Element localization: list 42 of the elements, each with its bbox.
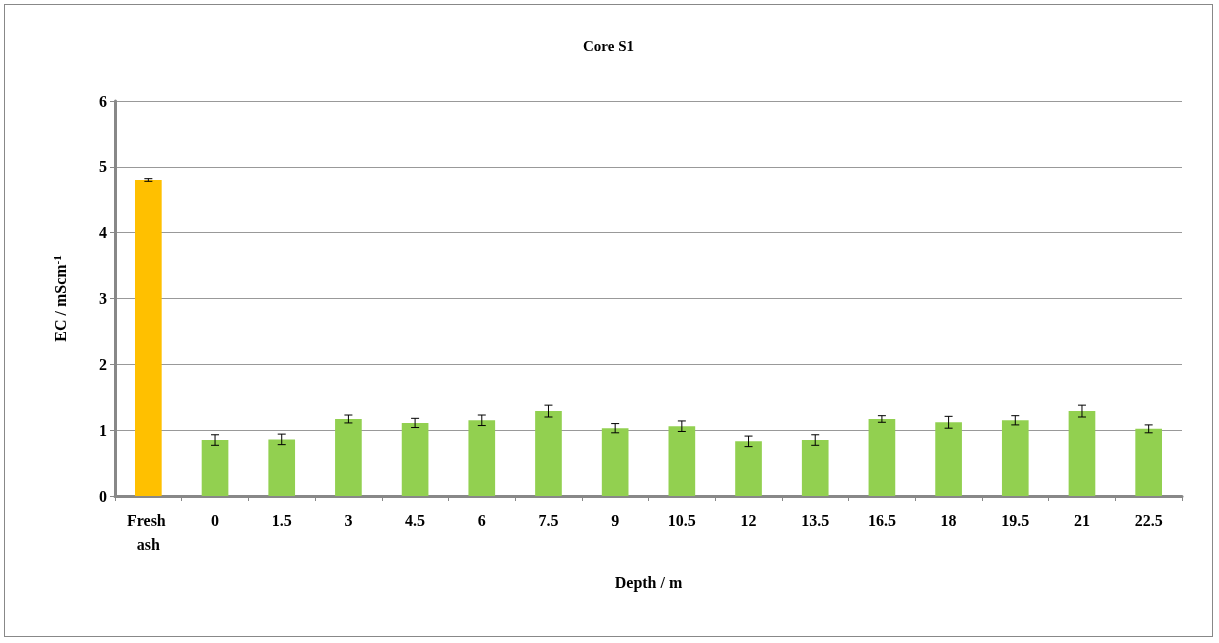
x-tick-label: 6 bbox=[477, 511, 486, 529]
bar bbox=[735, 441, 762, 496]
x-tick-label: 7.5 bbox=[538, 511, 559, 529]
chart-title: Core S1 bbox=[583, 37, 634, 54]
x-axis-title: Depth / m bbox=[614, 573, 683, 592]
x-tick-label: 10.5 bbox=[667, 511, 696, 529]
bar bbox=[201, 440, 229, 496]
bar bbox=[535, 411, 562, 496]
x-tick-label: 1.5 bbox=[271, 511, 292, 529]
bar bbox=[1135, 428, 1162, 496]
x-tick-label: 18 bbox=[940, 511, 957, 529]
x-tick-label: 13.5 bbox=[801, 511, 830, 529]
x-tick-label: 19.5 bbox=[1001, 511, 1030, 529]
bar bbox=[935, 422, 962, 496]
bar bbox=[268, 439, 296, 496]
y-tick-label: 1 bbox=[99, 421, 107, 439]
bar bbox=[1001, 420, 1029, 496]
bar bbox=[401, 422, 429, 496]
x-tick-label: 9 bbox=[611, 511, 620, 529]
x-tick-label: Fresh ash bbox=[126, 511, 170, 553]
bar bbox=[468, 420, 496, 496]
bar bbox=[601, 428, 629, 496]
x-tick-label: 12 bbox=[740, 511, 757, 529]
bar bbox=[135, 180, 162, 496]
y-axis-title: EC / mScm-1 bbox=[50, 255, 69, 342]
x-tick-label: 4.5 bbox=[405, 511, 426, 529]
y-tick-label: 6 bbox=[99, 92, 107, 110]
x-tick-label: 16.5 bbox=[867, 511, 896, 529]
bar bbox=[1068, 411, 1096, 496]
bar bbox=[668, 426, 696, 496]
y-tick-label: 2 bbox=[99, 355, 107, 373]
x-tick-label: 22.5 bbox=[1134, 511, 1163, 529]
bar bbox=[868, 418, 896, 496]
x-tick-label: 21 bbox=[1073, 511, 1090, 529]
x-tick-label: 3 bbox=[344, 511, 353, 529]
bar bbox=[801, 440, 829, 496]
bar bbox=[335, 418, 362, 496]
y-tick-label: 3 bbox=[99, 290, 107, 307]
y-tick-label: 4 bbox=[99, 224, 107, 242]
y-tick-label: 5 bbox=[99, 158, 107, 176]
y-tick-label: 0 bbox=[99, 487, 107, 505]
x-tick-label: 0 bbox=[211, 511, 220, 529]
